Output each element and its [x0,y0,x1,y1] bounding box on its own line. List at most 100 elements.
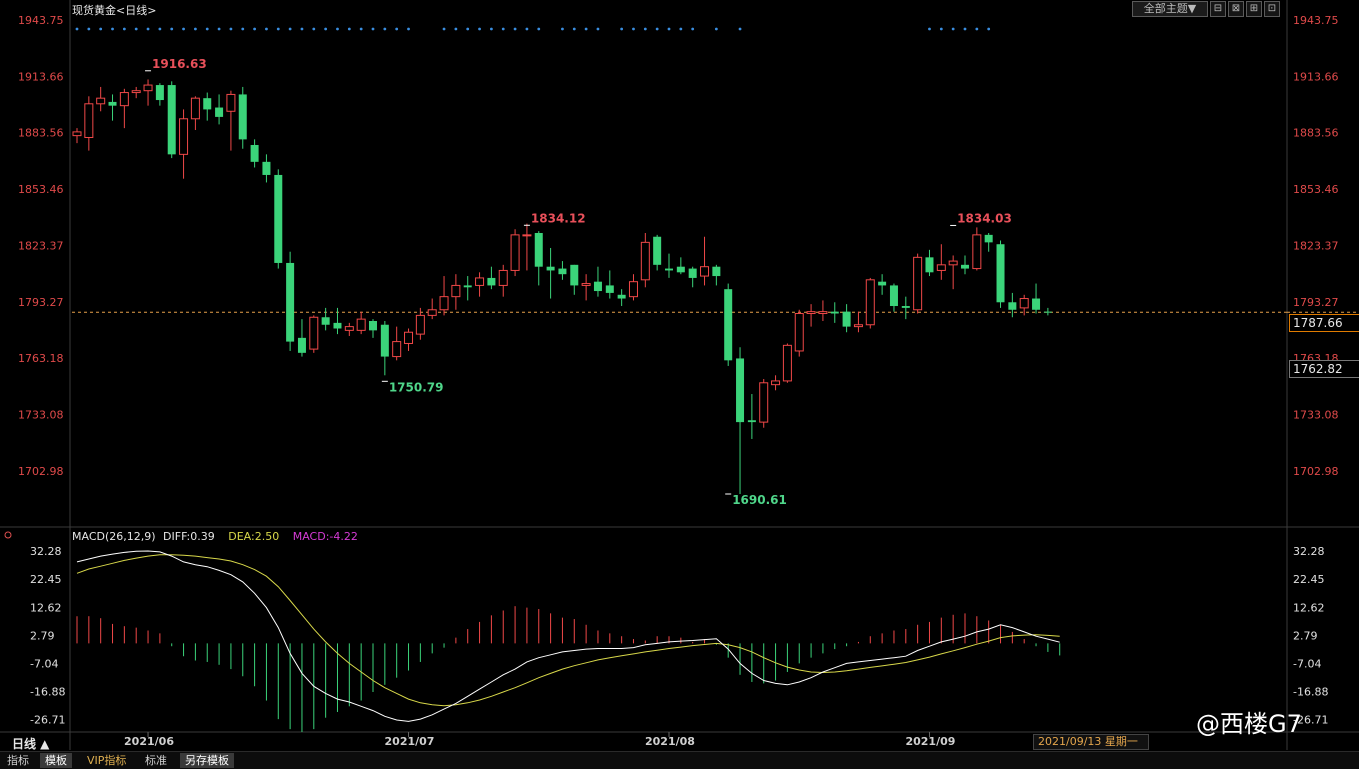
signal-dot [525,27,529,31]
macd-axis-label-right: -7.04 [1293,657,1321,670]
candle-body-down [321,317,330,325]
candle-body-up [392,341,402,358]
candle-body-down [676,266,685,273]
bottom-toolbar: 指标 模板 VIP指标 标准 另存模板 [0,751,1359,769]
signal-dot [371,27,375,31]
signal-dot [359,27,363,31]
price-axis-label-right: 1733.08 [1293,408,1339,421]
maximize-icon[interactable]: ⊡ [1264,1,1280,17]
candle-body-up [96,97,106,105]
signal-dot [241,27,245,31]
candle-body-down [653,236,662,265]
candle-body-up [581,283,591,286]
macd-axis-label-right: -16.88 [1293,686,1328,699]
price-axis-label-right: 1793.27 [1293,296,1339,309]
signal-dot [466,27,470,31]
candle-body-down [984,234,993,243]
candle-body-up [190,97,200,120]
candle-body-down [617,294,626,299]
signal-dot [253,27,256,31]
tab-indicators[interactable]: 指标 [7,754,29,767]
candle-body-up [628,281,638,298]
candle-body-down [688,268,697,278]
price-axis-label-right: 1913.66 [1293,70,1339,83]
signal-dot [75,27,79,31]
price-axis-label-left: 1702.98 [18,465,64,478]
signal-dot [632,27,635,31]
tab-templates[interactable]: 模板 [40,753,72,768]
time-axis-label: 2021/07 [385,735,435,748]
tab-standard[interactable]: 标准 [145,754,167,767]
candle-body-up [640,241,650,281]
candle-body-down [593,281,602,292]
candle-body-up [510,234,520,271]
candle-body-up [865,279,875,326]
signal-dot [312,27,316,31]
price-axis-label-left: 1883.56 [18,127,64,140]
signal-dot [928,27,931,31]
candle-body-up [451,284,461,298]
extreme-value-label: 1690.61 [732,493,787,507]
candle-body-down [262,161,271,175]
layout-split-icon[interactable]: ⊠ [1228,1,1244,17]
candle-body-up [179,118,189,155]
signal-dot [265,27,268,31]
last-price-tag: 1787.66 [1289,314,1359,332]
candle-body-up [759,382,769,423]
candle-body-down [108,101,117,106]
signal-dot [667,27,671,31]
macd-axis-label-right: 2.79 [1293,629,1318,642]
candle-body-up [853,324,863,328]
signal-dot [170,27,174,31]
macd-macd-value: MACD:-4.22 [292,530,358,543]
signal-dot [584,27,588,31]
candle-body-up [794,313,804,352]
layout-grid-icon[interactable]: ⊞ [1246,1,1262,17]
candle-body-up [344,326,354,331]
candle-body-up [782,344,792,382]
candle-body-down [238,94,247,140]
macd-axis-label-left: 12.62 [30,601,62,614]
extreme-value-label: 1750.79 [389,380,444,394]
signal-dot [572,27,576,31]
candle-body-down [558,268,567,275]
candle-body-down [570,264,579,286]
signal-dot [276,27,280,31]
macd-params: MACD(26,12,9) [72,530,156,543]
price-axis-label-left: 1853.46 [18,183,64,196]
candle-body-down [297,337,306,353]
candle-body-up [309,316,319,350]
candle-body-up [72,131,82,137]
candle-body-down [747,420,756,423]
layout-single-icon[interactable]: ⊟ [1210,1,1226,17]
macd-axis-label-left: -26.71 [30,714,65,727]
price-axis-label-right: 1853.46 [1293,183,1339,196]
signal-dot [513,27,517,31]
candle-body-up [356,318,366,331]
candle-body-up [415,314,425,335]
candle-body-down [724,289,733,361]
candle-body-up [427,309,437,316]
candle-body-up [119,92,129,107]
signal-dot [99,27,103,31]
macd-header: MACD(26,12,9) DIFF:0.39 DEA:2.50 MACD:-4… [72,530,358,543]
candle-body-down [274,174,283,263]
tab-vip-indicators[interactable]: VIP指标 [87,754,127,767]
period-selector[interactable]: 日线 ▲ [12,737,50,751]
signal-dot [975,27,979,31]
candle-body-down [203,98,212,110]
price-axis-label-right: 1702.98 [1293,465,1339,478]
candle-body-down [215,107,224,117]
macd-axis-label-left: 32.28 [30,545,62,558]
signal-dot [229,27,233,31]
theme-select-button[interactable]: 全部主题▼ [1132,1,1208,17]
signal-dot [324,27,328,31]
macd-diff-value: DIFF:0.39 [163,530,215,543]
tab-save-template[interactable]: 另存模板 [180,753,234,768]
candle-body-down [1032,298,1041,310]
candle-body-down [167,85,176,155]
signal-dot [596,27,600,31]
candle-body-down [901,306,910,308]
signal-dot [478,27,481,31]
